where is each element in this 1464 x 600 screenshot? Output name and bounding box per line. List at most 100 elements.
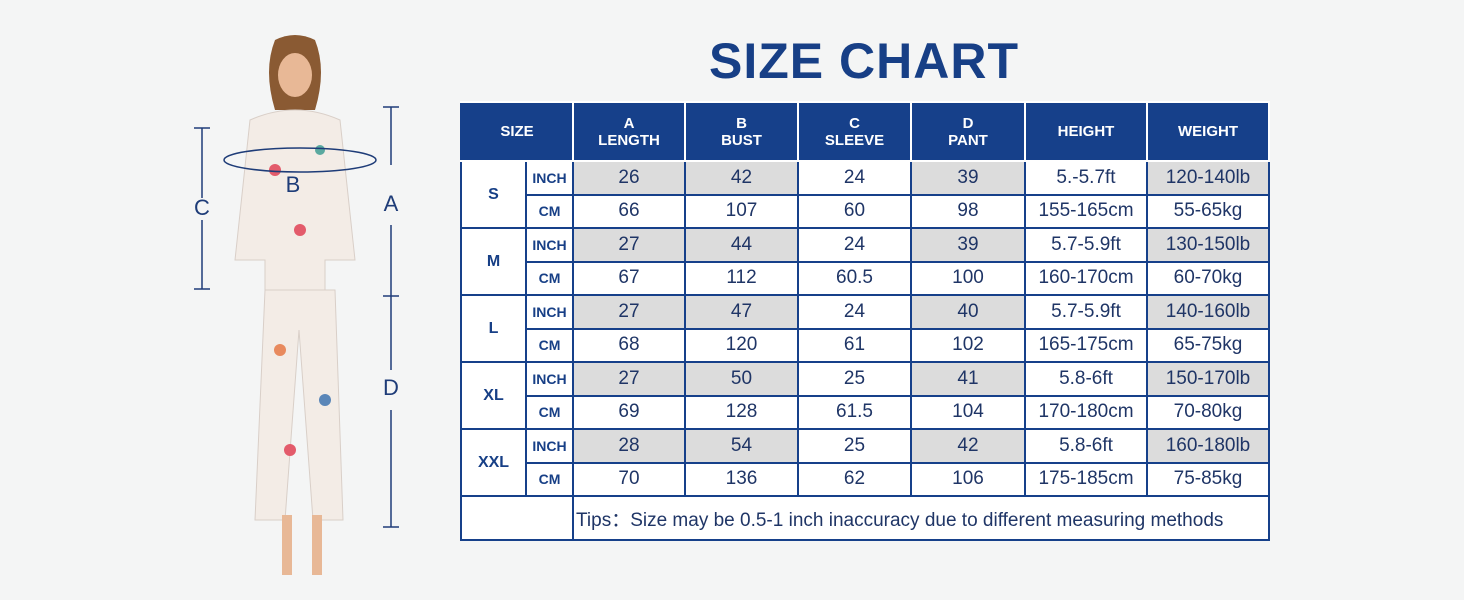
unit-label: CM xyxy=(525,327,574,363)
value-cell: 24 xyxy=(797,294,912,330)
value-cell: 61.5 xyxy=(797,394,912,430)
value-cell: 140-160lb xyxy=(1146,294,1270,330)
header-cell: HEIGHT xyxy=(1024,101,1148,162)
value-cell: 69 xyxy=(572,394,686,430)
header-text: D xyxy=(962,114,974,132)
value-cell: 150-170lb xyxy=(1146,361,1270,397)
header-cell: C SLEEVE xyxy=(797,101,912,162)
value-cell: 42 xyxy=(684,160,799,196)
header-row: SIZE A LENGTH B BUST C SLEEVE D PANT HEIGHT WEIGHT xyxy=(460,101,1270,162)
size-row: S INCH 26 42 24 39 5.-5.7ft 120-140lb xyxy=(460,160,1270,229)
value-cell: 55-65kg xyxy=(1146,193,1270,229)
value-cell: 28 xyxy=(572,428,686,464)
size-row: CM 66 107 60 98 155-165cm 55-65kg xyxy=(461,193,1270,229)
value-cell: 5.8-6ft xyxy=(1024,361,1148,397)
value-cell: 25 xyxy=(797,428,912,464)
value-cell: 62 xyxy=(797,461,912,497)
value-cell: 66 xyxy=(572,193,686,229)
value-cell: 155-165cm xyxy=(1024,193,1148,229)
value-cell: 5.-5.7ft xyxy=(1024,160,1148,196)
unit-label: CM xyxy=(525,461,574,497)
value-cell: 136 xyxy=(684,461,799,497)
value-cell: 102 xyxy=(910,327,1026,363)
value-cell: 42 xyxy=(910,428,1026,464)
header-text: A xyxy=(623,114,635,132)
value-cell: 27 xyxy=(572,227,686,263)
value-cell: 5.7-5.9ft xyxy=(1024,294,1148,330)
unit-label: INCH xyxy=(525,227,574,263)
value-cell: 60-70kg xyxy=(1146,260,1270,296)
label-a: A xyxy=(384,191,399,216)
value-cell: 68 xyxy=(572,327,686,363)
value-cell: 170-180cm xyxy=(1024,394,1148,430)
label-b: B xyxy=(286,172,301,197)
unit-label: CM xyxy=(525,260,574,296)
value-cell: 41 xyxy=(910,361,1026,397)
value-cell: 54 xyxy=(684,428,799,464)
size-row: CM 67 112 60.5 100 160-170cm 60-70kg xyxy=(461,260,1270,296)
empty-cell xyxy=(460,495,574,541)
measure-lines xyxy=(194,106,399,528)
header-text: BUST xyxy=(721,131,762,149)
header-text: WEIGHT xyxy=(1178,123,1238,140)
value-cell: 98 xyxy=(910,193,1026,229)
value-cell: 165-175cm xyxy=(1024,327,1148,363)
value-cell: 70-80kg xyxy=(1146,394,1270,430)
header-cell: B BUST xyxy=(684,101,799,162)
value-cell: 61 xyxy=(797,327,912,363)
value-cell: 27 xyxy=(572,294,686,330)
value-cell: 26 xyxy=(572,160,686,196)
value-cell: 5.8-6ft xyxy=(1024,428,1148,464)
size-label: S xyxy=(460,160,527,229)
value-cell: 60 xyxy=(797,193,912,229)
header-text: B xyxy=(736,114,747,132)
header-cell: SIZE xyxy=(460,101,574,162)
value-cell: 24 xyxy=(797,160,912,196)
value-cell: 104 xyxy=(910,394,1026,430)
size-label: L xyxy=(460,294,527,363)
header-text: C xyxy=(849,114,860,132)
value-cell: 67 xyxy=(572,260,686,296)
size-label: XL xyxy=(460,361,527,430)
header-cell: WEIGHT xyxy=(1146,101,1270,162)
size-table: SIZE A LENGTH B BUST C SLEEVE D PANT HEIGHT WEIGHT… xyxy=(460,101,1270,541)
value-cell: 120 xyxy=(684,327,799,363)
value-cell: 24 xyxy=(797,227,912,263)
size-row: CM 70 136 62 106 175-185cm 75-85kg xyxy=(461,461,1270,497)
value-cell: 39 xyxy=(910,227,1026,263)
value-cell: 44 xyxy=(684,227,799,263)
model-figure: C B A D xyxy=(194,35,399,575)
value-cell: 60.5 xyxy=(797,260,912,296)
tips-row: Tips：Size may be 0.5-1 inch inaccuracy d… xyxy=(460,495,1270,541)
header-text: HEIGHT xyxy=(1057,123,1115,140)
header-text: SIZE xyxy=(500,123,534,140)
value-cell: 112 xyxy=(684,260,799,296)
value-cell: 65-75kg xyxy=(1146,327,1270,363)
value-cell: 47 xyxy=(684,294,799,330)
unit-label: CM xyxy=(525,193,574,229)
size-row: XL INCH 27 50 25 41 5.8-6ft 150-170lb xyxy=(460,361,1270,430)
size-row: XXL INCH 28 54 25 42 5.8-6ft 160-180lb xyxy=(460,428,1270,497)
label-c: C xyxy=(194,195,210,220)
size-row: CM 69 128 61.5 104 170-180cm 70-80kg xyxy=(461,394,1270,430)
header-cell: D PANT xyxy=(910,101,1026,162)
header-cell: A LENGTH xyxy=(572,101,686,162)
title: SIZE CHART xyxy=(709,33,1019,89)
size-row: L INCH 27 47 24 40 5.7-5.9ft 140-160lb xyxy=(460,294,1270,363)
header-text: LENGTH xyxy=(598,131,660,149)
value-cell: 100 xyxy=(910,260,1026,296)
unit-label: INCH xyxy=(525,160,574,196)
value-cell: 120-140lb xyxy=(1146,160,1270,196)
value-cell: 160-180lb xyxy=(1146,428,1270,464)
size-row: CM 68 120 61 102 165-175cm 65-75kg xyxy=(461,327,1270,363)
unit-label: CM xyxy=(525,394,574,430)
value-cell: 70 xyxy=(572,461,686,497)
unit-label: INCH xyxy=(525,361,574,397)
size-label: M xyxy=(460,227,527,296)
size-label: XXL xyxy=(460,428,527,497)
value-cell: 106 xyxy=(910,461,1026,497)
unit-label: INCH xyxy=(525,294,574,330)
value-cell: 50 xyxy=(684,361,799,397)
value-cell: 128 xyxy=(684,394,799,430)
